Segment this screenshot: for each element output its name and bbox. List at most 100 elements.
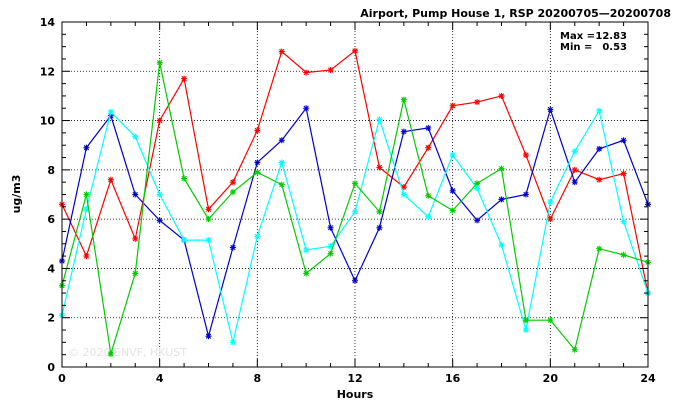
data-point bbox=[620, 170, 627, 177]
x-tick-labels: 0 4 8 12 16 20 24 bbox=[58, 372, 656, 385]
data-point bbox=[547, 198, 554, 205]
data-point bbox=[205, 333, 212, 340]
data-point bbox=[352, 208, 358, 215]
chart-title: Airport, Pump House 1, RSP 20200705—2020… bbox=[360, 7, 671, 20]
data-point bbox=[229, 339, 236, 346]
x-tick-label: 8 bbox=[254, 372, 262, 385]
y-axis-label: ug/m3 bbox=[10, 175, 23, 214]
data-point bbox=[205, 216, 212, 223]
data-point bbox=[352, 47, 358, 54]
data-point bbox=[132, 270, 139, 277]
data-point bbox=[522, 317, 529, 324]
x-tick-label: 4 bbox=[156, 372, 164, 385]
y-tick-labels: 0 2 4 6 8 10 12 14 bbox=[40, 16, 56, 374]
data-point bbox=[156, 59, 163, 66]
data-point bbox=[522, 191, 529, 198]
data-point bbox=[327, 224, 334, 231]
series-4 bbox=[59, 59, 651, 357]
data-point bbox=[229, 179, 236, 186]
data-point bbox=[107, 350, 114, 357]
y-tick-label: 6 bbox=[47, 213, 55, 226]
series-layer bbox=[59, 47, 651, 357]
y-tick-label: 0 bbox=[47, 361, 55, 374]
data-point bbox=[449, 207, 456, 214]
x-tick-label: 0 bbox=[58, 372, 66, 385]
data-point bbox=[474, 99, 481, 106]
data-point bbox=[571, 148, 578, 155]
x-axis-label: Hours bbox=[337, 388, 374, 401]
data-point bbox=[400, 191, 407, 198]
data-point bbox=[449, 152, 456, 159]
data-point bbox=[254, 127, 261, 134]
data-point bbox=[156, 217, 163, 224]
data-point bbox=[400, 128, 407, 135]
series-2 bbox=[59, 105, 651, 340]
max-label: Max = bbox=[560, 31, 595, 42]
data-point bbox=[278, 137, 285, 144]
data-point bbox=[596, 107, 603, 114]
data-point bbox=[547, 216, 554, 223]
data-point bbox=[498, 242, 505, 249]
data-point bbox=[303, 270, 310, 277]
data-point bbox=[620, 251, 627, 258]
data-point bbox=[181, 237, 188, 244]
y-tick-label: 10 bbox=[40, 115, 56, 128]
data-point bbox=[327, 67, 334, 74]
y-tick-label: 12 bbox=[40, 65, 55, 78]
data-point bbox=[547, 106, 554, 113]
data-point bbox=[596, 245, 603, 252]
gridlines bbox=[62, 22, 648, 367]
data-point bbox=[278, 159, 285, 166]
data-point bbox=[132, 133, 139, 140]
min-label: Min = bbox=[560, 42, 592, 53]
data-point bbox=[400, 96, 407, 103]
data-point bbox=[522, 152, 529, 159]
data-point bbox=[571, 346, 578, 353]
data-point bbox=[498, 165, 505, 172]
stats-box: Max = 12.83 Min = 0.53 bbox=[560, 31, 627, 53]
data-point bbox=[254, 233, 261, 240]
data-point bbox=[571, 179, 578, 186]
data-point bbox=[498, 92, 505, 99]
data-point bbox=[254, 159, 261, 166]
data-point bbox=[425, 213, 432, 220]
data-point bbox=[596, 145, 603, 152]
data-point bbox=[596, 176, 603, 183]
data-point bbox=[303, 69, 310, 76]
x-tick-label: 20 bbox=[543, 372, 559, 385]
data-point bbox=[205, 237, 212, 244]
data-point bbox=[474, 180, 481, 187]
data-point bbox=[303, 105, 310, 112]
data-point bbox=[474, 217, 481, 224]
data-point bbox=[254, 169, 261, 176]
y-tick-label: 8 bbox=[47, 164, 55, 177]
x-tick-label: 16 bbox=[445, 372, 461, 385]
x-tick-label: 24 bbox=[640, 372, 656, 385]
data-point bbox=[352, 277, 358, 284]
x-tick-label: 12 bbox=[347, 372, 362, 385]
data-point bbox=[498, 196, 505, 203]
data-point bbox=[83, 253, 90, 260]
min-value: 0.53 bbox=[602, 42, 627, 53]
data-point bbox=[83, 191, 90, 198]
data-point bbox=[376, 208, 383, 215]
series-3 bbox=[59, 107, 651, 346]
data-point bbox=[83, 144, 90, 151]
data-point bbox=[132, 191, 139, 198]
data-point bbox=[449, 102, 456, 109]
watermark: © 2020 ENVF, HKUST bbox=[68, 346, 187, 359]
data-point bbox=[425, 144, 432, 151]
data-point bbox=[425, 124, 432, 131]
data-point bbox=[278, 181, 285, 188]
data-point bbox=[107, 108, 114, 115]
data-point bbox=[205, 206, 212, 213]
data-point bbox=[425, 192, 432, 199]
y-tick-label: 2 bbox=[47, 312, 55, 325]
data-point bbox=[303, 246, 310, 253]
data-point bbox=[376, 116, 383, 123]
y-tick-label: 4 bbox=[47, 262, 55, 275]
data-point bbox=[229, 189, 236, 196]
data-point bbox=[571, 166, 578, 173]
data-point bbox=[327, 250, 334, 257]
data-point bbox=[620, 137, 627, 144]
